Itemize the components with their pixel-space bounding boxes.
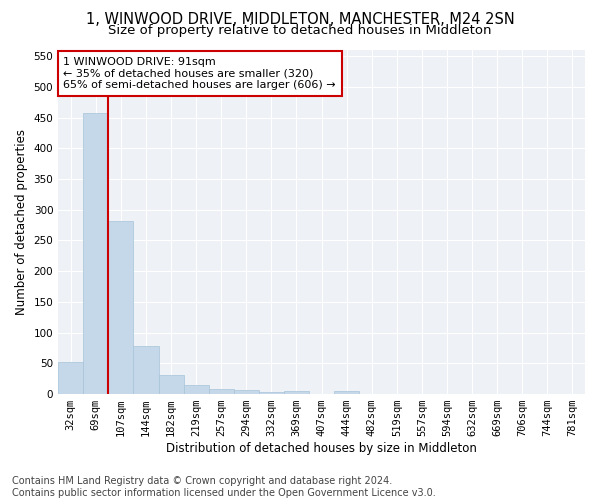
- Bar: [334, 391, 359, 394]
- Text: 1, WINWOOD DRIVE, MIDDLETON, MANCHESTER, M24 2SN: 1, WINWOOD DRIVE, MIDDLETON, MANCHESTER,…: [86, 12, 514, 28]
- X-axis label: Distribution of detached houses by size in Middleton: Distribution of detached houses by size …: [166, 442, 477, 455]
- Bar: [284, 391, 309, 394]
- Text: 1 WINWOOD DRIVE: 91sqm
← 35% of detached houses are smaller (320)
65% of semi-de: 1 WINWOOD DRIVE: 91sqm ← 35% of detached…: [64, 57, 336, 90]
- Bar: [109, 221, 133, 394]
- Bar: [133, 346, 158, 394]
- Bar: [234, 390, 259, 394]
- Bar: [209, 388, 234, 394]
- Text: Contains HM Land Registry data © Crown copyright and database right 2024.
Contai: Contains HM Land Registry data © Crown c…: [12, 476, 436, 498]
- Text: Size of property relative to detached houses in Middleton: Size of property relative to detached ho…: [108, 24, 492, 37]
- Bar: [259, 392, 284, 394]
- Bar: [83, 114, 109, 394]
- Bar: [184, 386, 209, 394]
- Bar: [158, 375, 184, 394]
- Bar: [58, 362, 83, 394]
- Y-axis label: Number of detached properties: Number of detached properties: [15, 129, 28, 315]
